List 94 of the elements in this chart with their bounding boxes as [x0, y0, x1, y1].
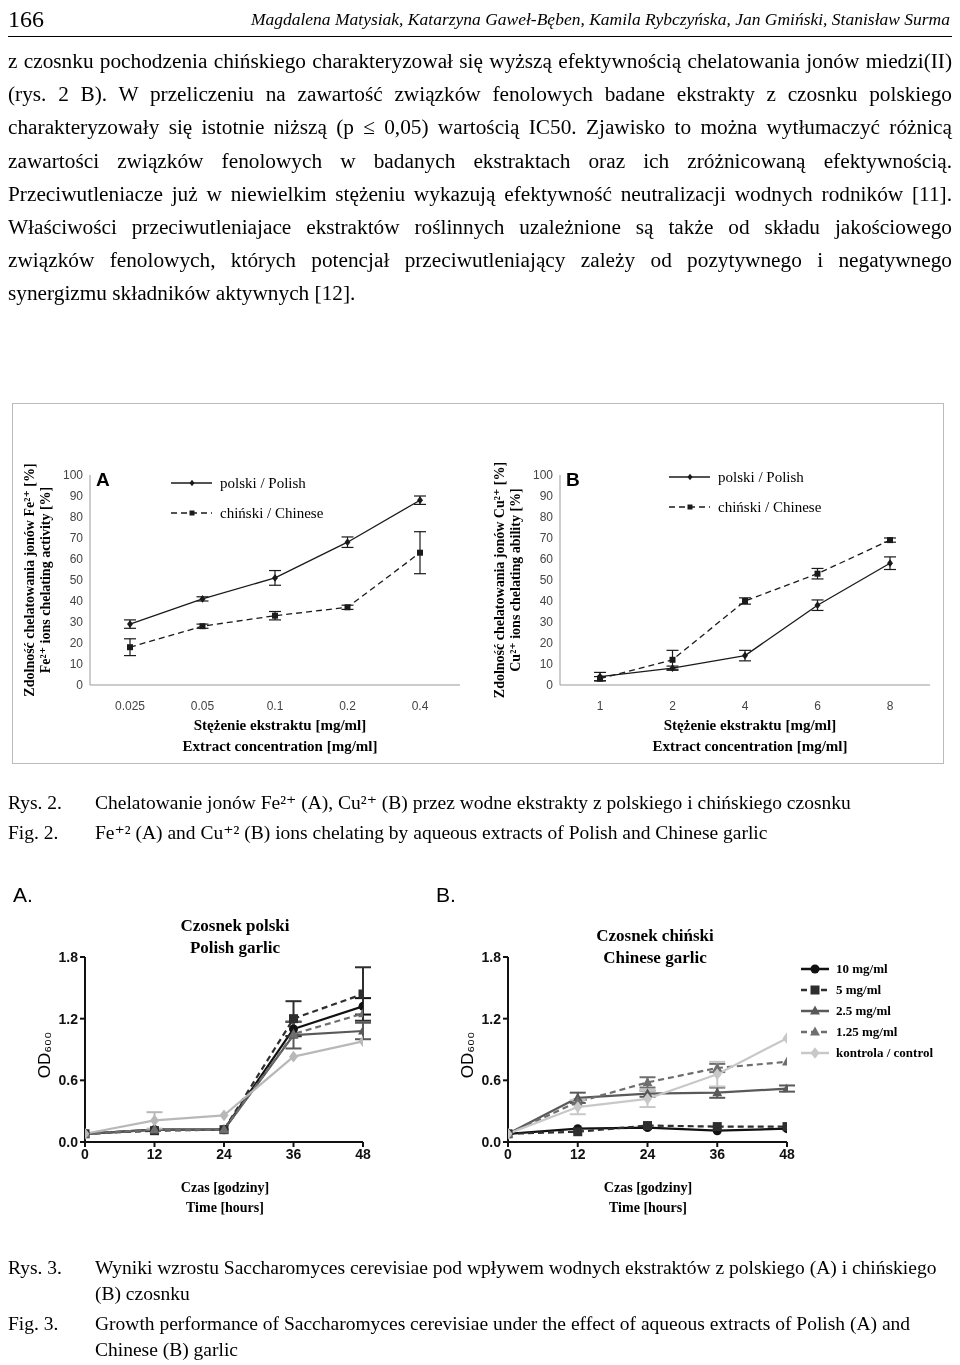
text: Magdalena Matysiak, Katarzyna Gaweł-Bęben, Kamila Rybczyńska, Jan Gmiński, Stanisław Surma [249, 9, 950, 30]
y-tick-label: 90 [69, 489, 84, 504]
x-tick-label: 0.05 [190, 698, 215, 713]
y-tick-label: 40 [539, 594, 554, 609]
y-tick-label: 0.6 [481, 1072, 502, 1089]
y-tick-label: 10 [539, 657, 554, 672]
x-tick-label: 8 [886, 698, 894, 713]
y-tick-label: 1.8 [58, 948, 79, 965]
annotation: B [566, 469, 580, 491]
point [669, 656, 676, 663]
chart-title: Czosnek polski [179, 915, 291, 937]
point [219, 1109, 229, 1122]
legend-label: kontrola / control [836, 1044, 934, 1061]
y-tick-label: 60 [69, 552, 84, 567]
text: Rys. 2. [8, 791, 63, 815]
y-tick-label: 80 [69, 510, 84, 525]
y-axis-title: OD₆₀₀ [35, 1031, 55, 1079]
y-tick-label: 20 [69, 636, 84, 651]
y-tick-label: 20 [539, 636, 554, 651]
text: Chelatowanie jonów Fe²⁺ (A), Cu²⁺ (B) przez wodne ekstrakty z polskiego i chińskiego czosnku [95, 791, 852, 815]
point [272, 574, 278, 582]
annotation: A [96, 469, 110, 491]
x-tick-label: 0.1 [266, 698, 284, 713]
y-tick-label: 80 [539, 510, 554, 525]
point [573, 1101, 583, 1113]
text: Rys. 3. [8, 1256, 63, 1280]
legend-label: 2.5 mg/ml [836, 1002, 891, 1019]
point [127, 644, 133, 651]
y-tick-label: 60 [539, 552, 554, 567]
point [289, 1014, 298, 1024]
text: B. [436, 883, 456, 907]
x-axis-title: Stężenie ekstraktu [mg/ml] Extract concentration [mg/ml] [181, 716, 379, 756]
y-tick-label: 0.0 [58, 1133, 79, 1150]
y-tick-label: 50 [539, 573, 554, 588]
y-axis-title: Zdolność chelatowania jonów Cu²⁺ [%] Cu²⁺ ions chelating ability [%] [491, 461, 524, 699]
x-tick-label: 36 [285, 1145, 302, 1162]
point [712, 1122, 722, 1132]
x-tick-label: 0.4 [411, 698, 429, 713]
y-tick-label: 70 [69, 531, 84, 546]
y-tick-label: 100 [62, 468, 84, 483]
y-tick-label: 0 [76, 678, 84, 693]
y-tick-label: 90 [539, 489, 554, 504]
legend-label: 5 mg/ml [836, 981, 882, 998]
chart-subtitle: Chinese garlic [602, 947, 708, 969]
y-tick-label: 0.6 [58, 1072, 79, 1089]
x-axis-title: Stężenie ekstraktu [mg/ml] Extract concentration [mg/ml] [651, 716, 849, 756]
y-tick-label: 40 [69, 594, 84, 609]
text: z czosnku pochodzenia chińskiego charakteryzował się wyższą efektywnością chelatowania jonów miedzi(II) (rys. 2 B). W przeliczeniu na zawartość związków fenolowych badane ekstrakty z czosnku polskiego charakteryzowały się istotnie niższą (p ≤ 0,05) wartością IC50. Zjawisko to można wytłumaczyć różnicą zawartości związków fenolowych w badanych ekstraktach oraz ich zróżnicowaną efektywnością. Przeciwutleniacze już w niewielkim stężeniu wykazują efektywność neutralizacji wodnych rodników [11]. Właściwości przeciwutleniajace ekstraktów roślinnych uzależnione są także od składu jakościowego związków fenolowych, których potencjał przeciwutleniający zależy od pozytywnego i negatywnego synergizmu składników aktywnych [12]. [8, 48, 952, 308]
x-axis-title: Czas [godziny] Time [hours] [602, 1179, 694, 1217]
caption: Fig. 3. [8, 1312, 60, 1336]
text: A. [13, 883, 33, 907]
y-tick-label: 1.2 [58, 1010, 79, 1027]
y-tick-label: 70 [539, 531, 554, 546]
y-tick-label: 1.2 [481, 1010, 502, 1027]
x-tick-label: 0.2 [339, 698, 357, 713]
y-tick-label: 30 [539, 615, 554, 630]
text: Growth performance of Saccharomyces cerevisiae under the effect of aqueous extracts of Polish (A) and Chinese (B) garlic [95, 1312, 912, 1362]
y-tick-label: 10 [69, 657, 84, 672]
text: Wyniki wzrostu Saccharomyces cerevisiae pod wpływem wodnych ekstraktów z polskiego (A) i chińskiego (B) czosnku [95, 1256, 938, 1306]
x-tick-label: 48 [779, 1145, 795, 1162]
text: 166 [8, 6, 44, 33]
x-tick-label: 0.025 [114, 698, 146, 713]
y-axis-title: OD₆₀₀ [458, 1031, 478, 1079]
x-tick-label: 12 [146, 1145, 163, 1162]
y-tick-label: 1.8 [481, 948, 502, 965]
chart-subtitle: Polish garlic [188, 937, 282, 959]
legend-label: chiński / Chinese [718, 498, 822, 516]
x-axis-title: Czas [godziny] Time [hours] [179, 1179, 271, 1217]
caption: Fig. 2. [8, 821, 60, 845]
x-tick-label: 36 [709, 1145, 726, 1162]
x-tick-label: 12 [569, 1145, 586, 1162]
y-tick-label: 0 [546, 678, 554, 693]
y-axis-title: Zdolność chelatowania jonów Fe²⁺ [%] Fe²⁺ ions chelating activity [%] [21, 463, 54, 697]
y-tick-label: 0.0 [481, 1133, 502, 1150]
y-tick-label: 50 [69, 573, 84, 588]
legend-label: 1.25 mg/ml [836, 1023, 898, 1040]
x-tick-label: 0 [504, 1145, 513, 1162]
legend-label: polski / Polish [718, 468, 804, 486]
x-tick-label: 2 [669, 698, 677, 713]
legend-label: polski / Polish [220, 474, 306, 492]
chart-title: Czosnek chiński [595, 925, 715, 947]
legend-label: 10 mg/ml [836, 960, 888, 977]
x-tick-label: 6 [814, 698, 822, 713]
legend-label: chiński / Chinese [220, 504, 324, 522]
y-tick-label: 30 [69, 615, 84, 630]
point [417, 549, 423, 556]
x-tick-label: 1 [596, 698, 604, 713]
text: Fe⁺² (A) and Cu⁺² (B) ions chelating by aqueous extracts of Polish and Chinese garlic [95, 821, 769, 845]
x-tick-label: 24 [639, 1145, 656, 1162]
x-tick-label: 24 [216, 1145, 232, 1162]
x-tick-label: 48 [355, 1145, 371, 1162]
y-tick-label: 100 [532, 468, 554, 483]
x-tick-label: 4 [741, 698, 749, 713]
point [712, 1087, 723, 1097]
